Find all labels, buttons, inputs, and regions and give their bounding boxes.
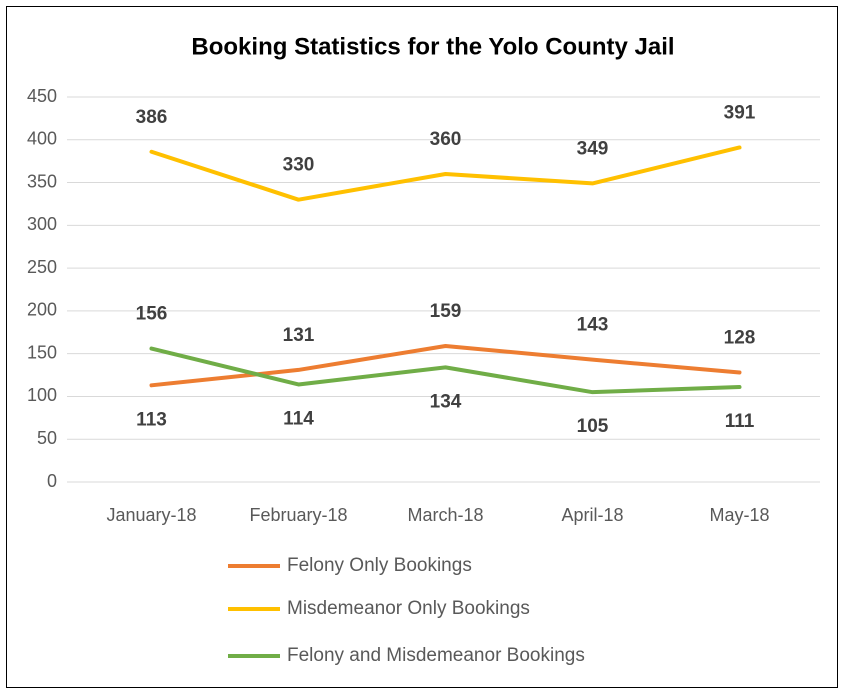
x-tick-label: March-18 xyxy=(407,505,483,525)
data-label: 128 xyxy=(724,328,756,349)
chart-title: Booking Statistics for the Yolo County J… xyxy=(191,33,674,60)
chart-border xyxy=(6,6,838,688)
y-tick-label: 150 xyxy=(27,342,57,362)
y-tick-label: 450 xyxy=(27,86,57,106)
x-tick-label: May-18 xyxy=(709,505,769,525)
data-label: 360 xyxy=(430,129,462,150)
x-tick-label: January-18 xyxy=(106,505,196,525)
data-label: 105 xyxy=(577,416,609,437)
y-tick-label: 250 xyxy=(27,257,57,277)
series-line xyxy=(149,145,742,202)
y-tick-label: 400 xyxy=(27,129,57,149)
data-label: 330 xyxy=(283,155,315,176)
x-tick-label: February-18 xyxy=(249,505,347,525)
data-label: 386 xyxy=(136,107,168,128)
data-label: 349 xyxy=(577,138,609,159)
legend-label: Felony and Misdemeanor Bookings xyxy=(287,645,585,666)
y-tick-label: 300 xyxy=(27,214,57,234)
data-label: 156 xyxy=(136,304,168,325)
series-line xyxy=(149,343,742,388)
y-tick-label: 100 xyxy=(27,385,57,405)
data-label: 113 xyxy=(136,409,167,430)
data-label: 114 xyxy=(283,408,314,429)
y-tick-label: 350 xyxy=(27,171,57,191)
x-tick-label: April-18 xyxy=(561,505,623,525)
legend-label: Misdemeanor Only Bookings xyxy=(287,598,530,619)
y-tick-label: 0 xyxy=(47,471,57,491)
data-label: 159 xyxy=(430,301,462,322)
data-label: 391 xyxy=(724,102,756,123)
legend-label: Felony Only Bookings xyxy=(287,555,472,576)
series-line xyxy=(149,346,742,395)
y-tick-label: 50 xyxy=(37,428,57,448)
y-tick-label: 200 xyxy=(27,300,57,320)
data-label: 111 xyxy=(725,411,755,432)
data-label: 134 xyxy=(430,391,462,412)
data-label: 143 xyxy=(577,315,609,336)
data-label: 131 xyxy=(283,325,315,346)
